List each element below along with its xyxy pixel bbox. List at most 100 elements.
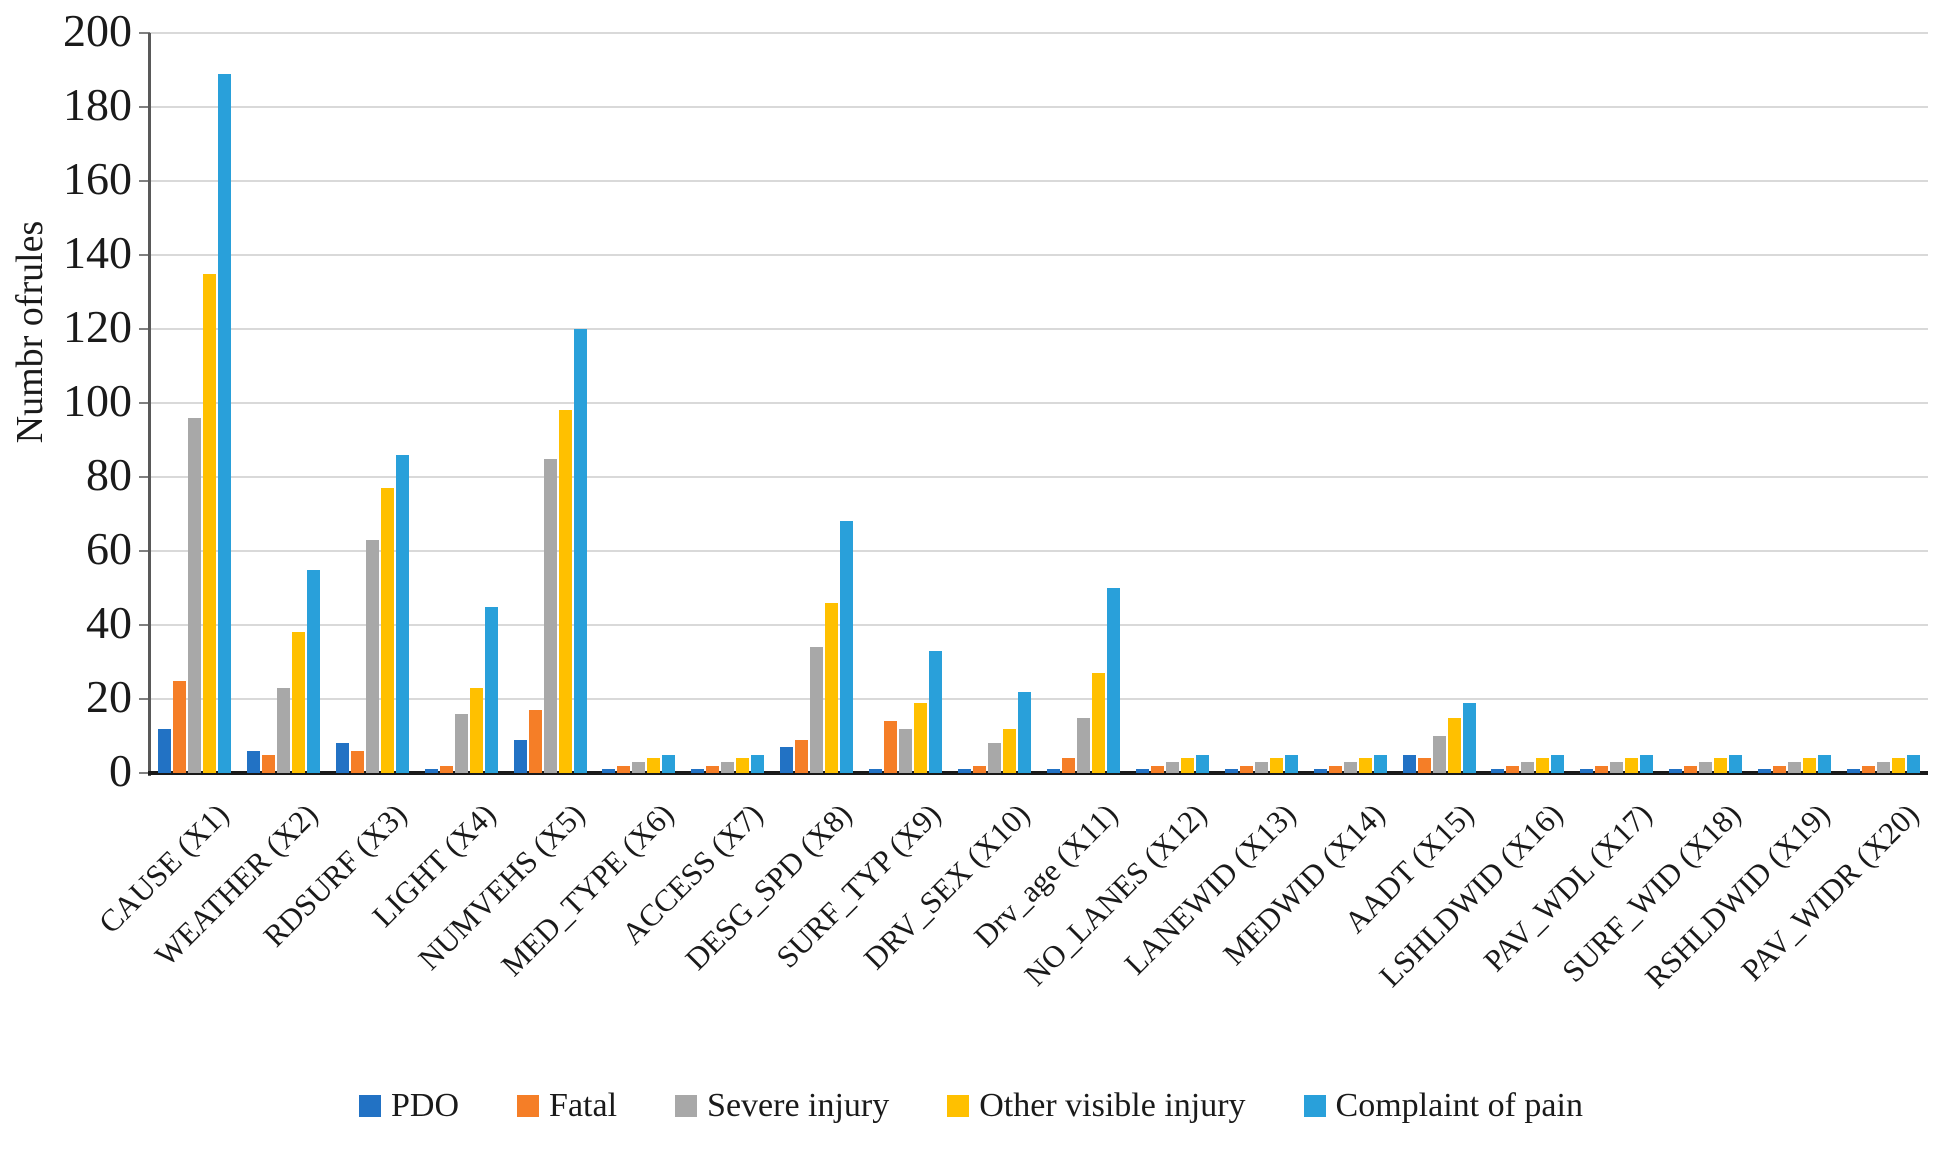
bar-other-visible-injury-rshldwid-x19 [1803,758,1817,773]
bar-cluster-light-x4 [417,33,506,773]
bar-other-visible-injury-cause-x1 [202,273,216,773]
bar-cluster-surf-typ-x9 [861,33,950,773]
bar-fatal-pav-widr-x20 [1862,765,1876,773]
y-tick-label-140: 140 [63,227,132,279]
bar-cluster-aadt-x15 [1395,33,1484,773]
bar-other-visible-injury-light-x4 [469,687,483,773]
y-tick-label-80: 80 [86,449,132,501]
bar-severe-injury-drv-age-x11 [1076,717,1090,773]
y-tick-mark-200 [139,32,150,34]
bar-pdo-pav-widr-x20 [1847,769,1861,773]
gridline-180 [150,106,1928,108]
bar-severe-injury-cause-x1 [187,417,201,773]
gridline-60 [150,550,1928,552]
bar-complaint-of-pain-surf-typ-x9 [929,650,943,773]
bar-pdo-pav-wdl-x17 [1580,769,1594,773]
bar-complaint-of-pain-light-x4 [484,606,498,773]
gridline-200 [150,32,1928,34]
bar-other-visible-injury-pav-wdl-x17 [1625,758,1639,773]
bar-pdo-aadt-x15 [1402,754,1416,773]
bar-severe-injury-numvehs-x5 [543,458,557,773]
bar-severe-injury-surf-wid-x18 [1699,761,1713,773]
bar-severe-injury-pav-widr-x20 [1877,761,1891,773]
y-tick-mark-140 [139,254,150,256]
bar-other-visible-injury-med-type-x6 [647,758,661,773]
bar-other-visible-injury-pav-widr-x20 [1892,758,1906,773]
gridline-140 [150,254,1928,256]
legend-item-severe-injury: Severe injury [675,1089,889,1123]
bar-fatal-rshldwid-x19 [1773,765,1787,773]
bar-severe-injury-lshldwid-x16 [1521,761,1535,773]
bar-complaint-of-pain-surf-wid-x18 [1729,754,1743,773]
bar-complaint-of-pain-pav-widr-x20 [1907,754,1921,773]
bar-severe-injury-surf-typ-x9 [899,728,913,773]
bar-cluster-surf-wid-x18 [1661,33,1750,773]
bar-pdo-med-type-x6 [602,769,616,773]
bar-pdo-rdsurf-x3 [335,743,349,773]
bar-complaint-of-pain-medwid-x14 [1373,754,1387,773]
bar-complaint-of-pain-med-type-x6 [662,754,676,773]
bar-pdo-cause-x1 [157,728,171,773]
bar-fatal-desg-spd-x8 [795,739,809,773]
bar-other-visible-injury-no-lanes-x12 [1180,758,1194,773]
bar-other-visible-injury-rdsurf-x3 [380,488,394,773]
bar-severe-injury-light-x4 [454,713,468,773]
legend-label-fatal: Fatal [549,1087,618,1124]
bar-fatal-aadt-x15 [1417,758,1431,773]
bar-cluster-drv-sex-x10 [950,33,1039,773]
bar-fatal-numvehs-x5 [528,710,542,773]
bar-complaint-of-pain-cause-x1 [217,73,231,773]
y-tick-label-20: 20 [86,671,132,723]
y-tick-label-180: 180 [63,79,132,131]
bar-severe-injury-access-x7 [721,761,735,773]
bar-fatal-medwid-x14 [1328,765,1342,773]
bar-pdo-drv-age-x11 [1046,769,1060,773]
legend-swatch-fatal [517,1095,540,1117]
bar-cluster-rshldwid-x19 [1750,33,1839,773]
bar-severe-injury-drv-sex-x10 [988,743,1002,773]
y-tick-label-160: 160 [63,153,132,205]
y-tick-label-120: 120 [63,301,132,353]
bar-pdo-numvehs-x5 [513,739,527,773]
y-tick-mark-40 [139,624,150,626]
legend-item-pdo: PDO [359,1089,459,1123]
bar-fatal-lanewid-x13 [1239,765,1253,773]
bar-cluster-drv-age-x11 [1039,33,1128,773]
bar-cluster-lshldwid-x16 [1484,33,1573,773]
bar-pdo-weather-x2 [246,750,260,773]
bar-fatal-surf-typ-x9 [884,721,898,773]
legend-swatch-pdo [359,1095,382,1117]
legend-item-other-visible-injury: Other visible injury [947,1089,1246,1123]
bar-complaint-of-pain-access-x7 [751,754,765,773]
bar-clusters [150,33,1928,773]
bar-pdo-surf-wid-x18 [1669,769,1683,773]
legend: PDO Fatal Severe injury Other visible injur… [0,1078,1942,1134]
bar-pdo-rshldwid-x19 [1758,769,1772,773]
bar-cluster-numvehs-x5 [506,33,595,773]
y-tick-mark-180 [139,106,150,108]
bar-cluster-rdsurf-x3 [328,33,417,773]
bar-severe-injury-rshldwid-x19 [1788,761,1802,773]
bar-fatal-access-x7 [706,765,720,773]
legend-label-severe-injury: Severe injury [707,1087,890,1124]
bar-other-visible-injury-surf-typ-x9 [914,702,928,773]
plot-area [139,32,1928,774]
bar-complaint-of-pain-no-lanes-x12 [1195,754,1209,773]
bar-fatal-drv-age-x11 [1061,758,1075,773]
bar-other-visible-injury-weather-x2 [291,632,305,773]
bar-cluster-desg-spd-x8 [772,33,861,773]
legend-item-fatal: Fatal [517,1089,617,1123]
bar-severe-injury-medwid-x14 [1343,761,1357,773]
bar-severe-injury-lanewid-x13 [1254,761,1268,773]
gridline-160 [150,180,1928,182]
bar-complaint-of-pain-weather-x2 [306,569,320,773]
bar-complaint-of-pain-drv-sex-x10 [1018,691,1032,773]
legend-swatch-complaint-of-pain [1303,1095,1326,1117]
bar-other-visible-injury-surf-wid-x18 [1714,758,1728,773]
bar-fatal-rdsurf-x3 [350,750,364,773]
gridline-40 [150,624,1928,626]
y-tick-mark-60 [139,550,150,552]
bar-other-visible-injury-numvehs-x5 [558,410,572,773]
bar-complaint-of-pain-lanewid-x13 [1284,754,1298,773]
